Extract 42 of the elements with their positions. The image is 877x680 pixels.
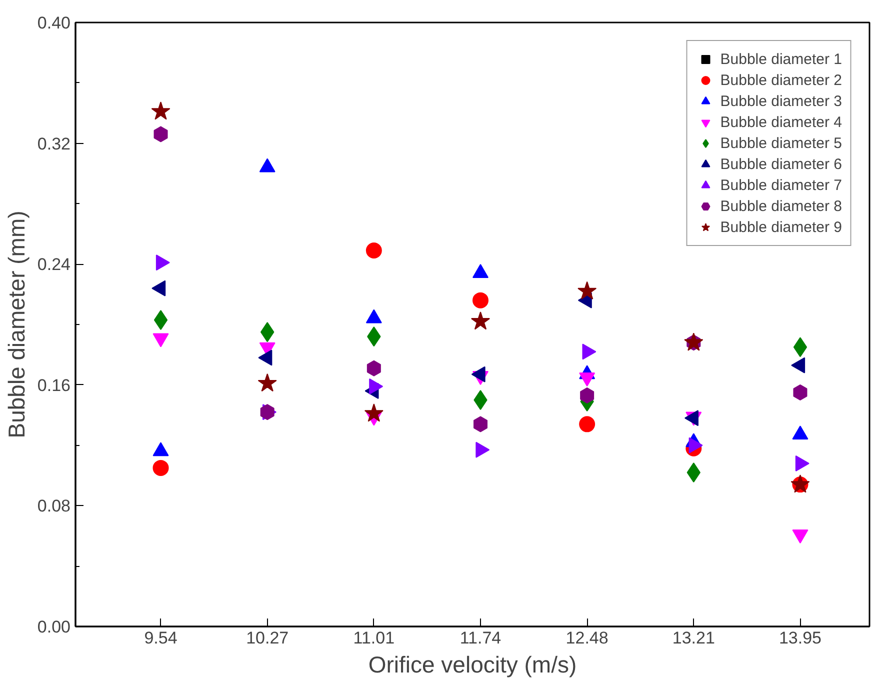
y-axis-title: Bubble diameter (mm) [3,210,30,438]
point [793,337,808,358]
point [154,310,168,330]
x-tick-label: 13.21 [672,628,715,648]
x-axis-title: Orifice velocity (m/s) [368,652,577,678]
point [578,281,597,300]
legend-label: Bubble diameter 8 [720,196,842,216]
y-tick-label: 0.24 [37,255,71,274]
point [152,460,169,476]
x-tick-label: 11.01 [353,628,395,648]
point [366,242,382,258]
legend-label: Bubble diameter 4 [720,112,842,132]
point [793,384,808,400]
y-tick-label: 0.08 [37,496,71,516]
legend-label: Bubble diameter 2 [720,70,842,90]
point [154,126,168,142]
legend-label: Bubble diameter 7 [720,176,842,195]
legend-label: Bubble diameter 5 [720,134,842,153]
legend-label: Bubble diameter 1 [720,50,842,69]
point [472,292,488,308]
y-tick-label: 0.32 [37,134,71,154]
point [474,416,488,432]
point [470,311,490,330]
y-tick-label: 0.16 [37,376,71,395]
x-tick-label: 11.74 [460,628,502,648]
x-tick-label: 9.54 [144,628,178,648]
x-tick-label: 13.95 [778,628,822,648]
x-tick-label: 12.48 [566,628,608,648]
x-tick-label: 10.27 [246,628,289,648]
point [474,390,488,410]
point [258,373,277,392]
point [364,404,384,422]
y-tick-label: 0.40 [37,14,71,32]
point [366,360,381,376]
legend-label: Bubble diameter 9 [720,218,842,237]
legend-label: Bubble diameter 6 [720,154,842,174]
point [151,102,170,120]
y-tick-label: 0.00 [37,618,71,636]
legend-label: Bubble diameter 3 [720,92,842,111]
point [579,416,596,432]
point [260,404,274,420]
point [580,387,594,404]
